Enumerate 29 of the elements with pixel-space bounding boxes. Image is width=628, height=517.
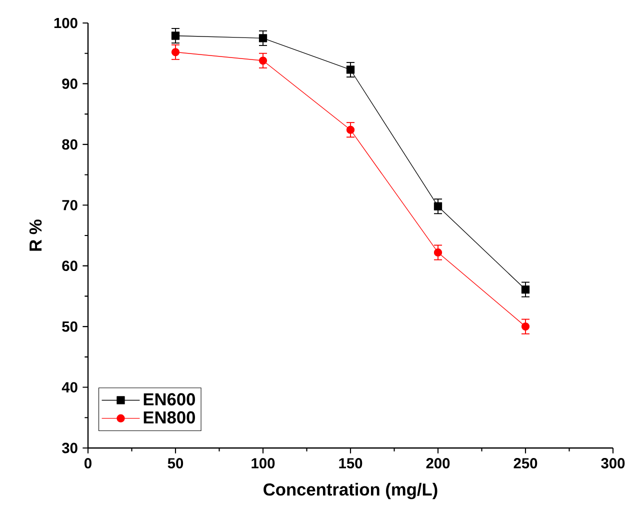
- y-tick-label: 50: [62, 321, 78, 332]
- point: [258, 56, 268, 65]
- point: [434, 248, 442, 257]
- point: [346, 66, 355, 74]
- x-tick-label: 0: [84, 458, 92, 468]
- x-tick-label: 300: [601, 458, 625, 468]
- y-tick-label: 70: [62, 200, 78, 210]
- x-tick-label: 100: [252, 458, 275, 468]
- y-tick-label: 60: [62, 260, 78, 272]
- point: [258, 34, 268, 42]
- x-tick-label: 50: [168, 458, 184, 468]
- legend-label: EN600: [144, 393, 195, 406]
- y-tick-label: 90: [62, 78, 78, 89]
- x-tick-label: 200: [426, 458, 450, 468]
- point: [346, 126, 355, 134]
- y-tick-label: 100: [54, 18, 78, 28]
- point: [171, 32, 180, 40]
- x-tick-label: 250: [514, 458, 538, 468]
- x-axis-title: Concentration (mg/L): [264, 482, 438, 500]
- point: [521, 285, 530, 294]
- point: [434, 202, 442, 210]
- y-tick-label: 40: [62, 382, 78, 392]
- y-axis-title: R %: [29, 220, 42, 251]
- x-tick-label: 150: [339, 458, 362, 468]
- point: [521, 322, 530, 331]
- y-tick-label: 80: [62, 139, 78, 150]
- legend-label: EN800: [144, 411, 195, 424]
- point: [171, 48, 180, 56]
- y-tick-label: 30: [62, 442, 78, 454]
